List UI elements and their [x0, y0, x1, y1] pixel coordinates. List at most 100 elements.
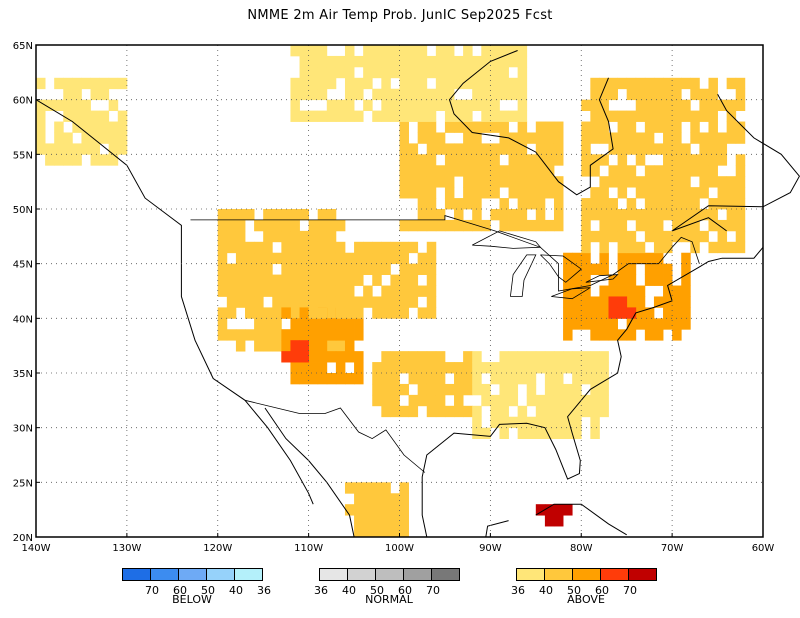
prob-cell: [572, 416, 582, 429]
legend-above-label: ABOVE: [567, 593, 605, 606]
prob-cell: [644, 77, 655, 90]
prob-cell: [553, 209, 564, 221]
lon-tick-label: 110W: [294, 543, 323, 554]
prob-cell: [372, 526, 382, 538]
prob-cell: [290, 110, 300, 122]
legend-swatch: [516, 568, 545, 581]
prob-cell: [72, 154, 82, 166]
prob-cell: [354, 482, 364, 494]
prob-cell: [81, 143, 91, 155]
prob-cell: [563, 285, 573, 297]
prob-cell: [263, 307, 273, 319]
prob-cell: [426, 219, 437, 232]
prob-cell: [581, 351, 591, 363]
prob-cell: [372, 45, 382, 57]
prob-cell: [517, 110, 528, 122]
prob-cell: [54, 143, 64, 155]
prob-cell: [617, 165, 628, 177]
prob-cell: [690, 88, 700, 101]
prob-cell: [290, 219, 300, 232]
prob-cell: [399, 77, 409, 90]
prob-cell: [408, 373, 419, 385]
prob-cell: [235, 241, 246, 254]
prob-cell: [517, 132, 528, 144]
prob-cell: [644, 165, 655, 177]
prob-cell: [108, 143, 119, 155]
prob-cell: [317, 351, 328, 363]
prob-cell: [653, 296, 664, 308]
prob-cell: [408, 405, 419, 418]
prob-cell: [299, 340, 310, 352]
prob-cell: [499, 219, 509, 232]
prob-cell: [326, 55, 337, 68]
prob-cell: [263, 263, 273, 275]
prob-cell: [499, 55, 509, 68]
prob-cell: [381, 504, 391, 516]
prob-cell: [517, 209, 528, 221]
prob-cell: [517, 373, 528, 385]
prob-cell: [581, 165, 591, 177]
prob-cell: [626, 318, 637, 330]
prob-cell: [735, 176, 746, 188]
prob-cell: [426, 110, 437, 122]
prob-cell: [590, 88, 600, 101]
legend-below: 70 60 50 40 36 BELOW: [122, 568, 271, 606]
prob-cell: [599, 373, 609, 385]
prob-cell: [499, 373, 509, 385]
prob-cell: [454, 362, 464, 374]
prob-cell: [608, 230, 618, 243]
prob-cell: [417, 394, 428, 407]
prob-cell: [444, 165, 455, 177]
lat-tick-label: 45N: [13, 260, 33, 271]
prob-cell: [599, 394, 609, 407]
coastline: [448, 50, 614, 196]
prob-cell: [399, 121, 409, 133]
prob-cell: [644, 187, 655, 199]
prob-cell: [417, 219, 428, 232]
prob-cell: [463, 176, 473, 188]
prob-cell: [417, 198, 428, 210]
prob-cell: [508, 373, 519, 385]
prob-cell: [381, 45, 391, 57]
legend-tick-label: 60: [595, 584, 609, 597]
prob-cell: [454, 110, 464, 122]
prob-cell: [417, 55, 428, 68]
prob-cell: [435, 351, 446, 363]
prob-cell: [553, 373, 564, 385]
prob-cell: [381, 66, 391, 79]
prob-cell: [45, 99, 55, 111]
prob-cell: [626, 110, 637, 122]
prob-cell: [390, 307, 400, 319]
prob-cell: [653, 165, 664, 177]
prob-cell: [644, 209, 655, 221]
prob-cell: [517, 176, 528, 188]
prob-cell: [717, 230, 728, 243]
prob-cell: [690, 219, 700, 232]
lake-outline: [585, 274, 619, 283]
prob-cell: [572, 362, 582, 374]
prob-cell: [599, 209, 609, 221]
prob-cell: [417, 176, 428, 188]
prob-cell: [526, 187, 537, 199]
prob-cell: [426, 285, 437, 297]
prob-cell: [454, 55, 464, 68]
prob-cell: [617, 274, 628, 286]
prob-cell: [508, 45, 519, 57]
prob-cell: [663, 318, 673, 330]
prob-cell: [572, 285, 582, 297]
prob-cell: [72, 110, 82, 122]
prob-cell: [372, 504, 382, 516]
prob-cell: [553, 405, 564, 418]
prob-cell: [463, 219, 473, 232]
prob-cell: [599, 132, 609, 144]
prob-cell: [381, 88, 391, 101]
prob-cell: [326, 274, 337, 286]
prob-cell: [99, 110, 110, 122]
prob-cell: [63, 77, 73, 90]
prob-cell: [354, 88, 364, 101]
prob-cell: [399, 110, 409, 122]
prob-cell: [308, 340, 319, 352]
prob-cell: [426, 165, 437, 177]
prob-cell: [117, 110, 128, 122]
prob-cell: [281, 209, 291, 221]
